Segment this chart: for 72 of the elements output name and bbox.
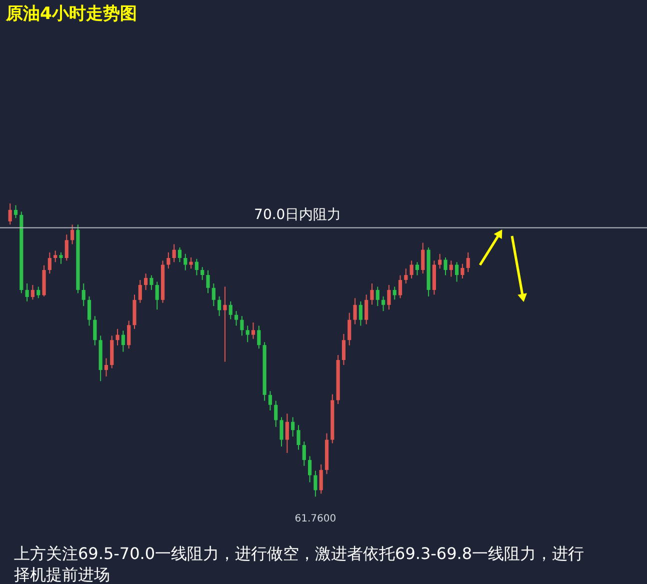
candlestick xyxy=(178,246,182,263)
candlestick xyxy=(302,441,306,466)
candlestick xyxy=(172,244,176,263)
candlestick xyxy=(104,358,108,377)
candlestick xyxy=(70,224,74,245)
candlestick xyxy=(82,283,86,307)
candlestick xyxy=(410,260,414,280)
candlestick xyxy=(291,416,295,438)
candlestick xyxy=(87,296,92,326)
candlestick xyxy=(64,234,68,262)
candlestick xyxy=(251,322,256,340)
candlestick xyxy=(319,464,323,494)
candlestick xyxy=(206,270,210,294)
candlestick xyxy=(415,262,420,276)
candlestick xyxy=(184,253,188,271)
candlestick xyxy=(48,252,52,274)
text: 上方关注69.5-70.0一线阻力，进行做空，激进者依托69.3-69.8一线阻力，进行择机提前进场 xyxy=(14,544,584,584)
candlestick xyxy=(223,286,227,362)
candlestick xyxy=(200,266,204,280)
candlestick xyxy=(36,286,40,299)
candlestick xyxy=(246,325,250,343)
candlestick xyxy=(308,456,312,483)
candlestick xyxy=(314,470,318,498)
candlestick xyxy=(54,250,58,263)
chart-title: 原油4小时走势图 xyxy=(5,4,137,24)
candlestick xyxy=(444,256,448,276)
candlestick xyxy=(59,252,63,264)
candlestick xyxy=(127,320,131,350)
candlestick xyxy=(353,298,357,325)
candlestick xyxy=(257,325,261,350)
candlestick xyxy=(382,296,386,312)
candlestick xyxy=(144,273,148,290)
candlestick xyxy=(93,316,97,346)
candlestick xyxy=(14,204,18,219)
candlestick xyxy=(274,400,278,428)
candlestick xyxy=(358,300,362,326)
candlestick xyxy=(392,286,396,300)
candlestick xyxy=(218,296,222,317)
candlestick xyxy=(268,390,272,411)
candlestick xyxy=(404,268,408,284)
candlestick xyxy=(455,262,459,282)
candlestick xyxy=(370,283,374,306)
candlestick xyxy=(460,263,464,280)
candlestick xyxy=(376,286,380,307)
candlestick xyxy=(150,274,154,290)
candlestick xyxy=(228,300,232,320)
candlestick xyxy=(116,328,120,346)
candlestick xyxy=(212,283,216,307)
annotation: 61.7600 xyxy=(294,514,336,525)
candlestick xyxy=(364,294,368,325)
candlestick xyxy=(121,330,125,352)
candlestick xyxy=(466,252,470,273)
candlestick xyxy=(25,283,29,302)
candlestick xyxy=(155,281,159,310)
candlestick xyxy=(387,284,391,310)
candlestick xyxy=(398,274,402,299)
candlestick xyxy=(449,260,453,278)
candlestick xyxy=(189,256,193,270)
candlestick xyxy=(138,279,142,304)
candlestick xyxy=(280,416,284,447)
candlestick xyxy=(240,316,244,336)
ref-line-label: 70.0日内阻力 xyxy=(254,206,342,223)
candlestick xyxy=(234,310,238,326)
candlestick xyxy=(30,284,35,300)
candlestick xyxy=(296,424,300,450)
candlestick xyxy=(285,413,289,454)
candlestick xyxy=(166,252,170,270)
candlestick xyxy=(421,242,425,274)
candlestick xyxy=(348,312,352,346)
candlestick xyxy=(8,202,12,226)
candlestick xyxy=(342,333,346,366)
candlestick xyxy=(194,258,198,276)
